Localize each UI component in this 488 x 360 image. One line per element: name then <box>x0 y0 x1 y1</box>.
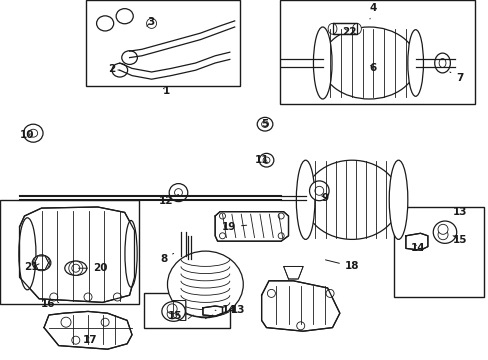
Circle shape <box>219 233 225 239</box>
Ellipse shape <box>314 186 323 195</box>
Text: 17: 17 <box>83 335 98 345</box>
Ellipse shape <box>162 301 185 321</box>
Text: 14: 14 <box>215 305 236 315</box>
Ellipse shape <box>296 160 314 239</box>
Circle shape <box>101 318 109 326</box>
Text: 4: 4 <box>368 3 376 19</box>
Bar <box>393 207 483 297</box>
Polygon shape <box>20 207 134 302</box>
Circle shape <box>69 261 82 275</box>
Text: 1: 1 <box>163 86 169 96</box>
Ellipse shape <box>327 23 336 34</box>
Text: 10: 10 <box>20 130 34 140</box>
Circle shape <box>437 230 447 240</box>
Polygon shape <box>44 311 132 349</box>
Ellipse shape <box>169 184 187 202</box>
Bar <box>85 0 239 86</box>
Ellipse shape <box>313 27 331 99</box>
Ellipse shape <box>407 30 423 96</box>
Ellipse shape <box>122 51 137 64</box>
Ellipse shape <box>432 221 456 243</box>
Circle shape <box>72 336 80 344</box>
Polygon shape <box>35 256 48 270</box>
Text: 19: 19 <box>221 222 246 232</box>
Text: 3: 3 <box>146 17 154 27</box>
Ellipse shape <box>309 181 328 201</box>
Text: 22: 22 <box>341 27 356 37</box>
Text: 21: 21 <box>24 262 39 272</box>
Polygon shape <box>261 281 339 331</box>
Ellipse shape <box>263 157 269 163</box>
Ellipse shape <box>259 153 273 167</box>
Ellipse shape <box>434 53 449 73</box>
Circle shape <box>325 289 333 297</box>
Text: 13: 13 <box>230 305 245 315</box>
Text: 16: 16 <box>41 299 59 309</box>
Bar <box>144 293 229 328</box>
Circle shape <box>146 18 156 28</box>
Text: 8: 8 <box>160 253 173 264</box>
Circle shape <box>267 289 275 297</box>
Ellipse shape <box>257 117 272 131</box>
Circle shape <box>72 264 80 272</box>
Text: 15: 15 <box>167 311 182 321</box>
Ellipse shape <box>65 261 87 275</box>
Ellipse shape <box>97 16 114 31</box>
Text: 2: 2 <box>108 64 120 74</box>
Ellipse shape <box>261 121 268 127</box>
Text: 9: 9 <box>321 193 328 203</box>
Text: 20: 20 <box>79 263 107 273</box>
Polygon shape <box>332 23 356 34</box>
Ellipse shape <box>23 124 43 142</box>
Ellipse shape <box>112 63 127 77</box>
Ellipse shape <box>32 255 51 270</box>
Polygon shape <box>283 266 303 279</box>
Circle shape <box>296 322 304 330</box>
Ellipse shape <box>321 27 416 99</box>
Circle shape <box>84 293 92 301</box>
Ellipse shape <box>304 160 399 239</box>
Circle shape <box>113 293 121 301</box>
Circle shape <box>219 213 225 219</box>
Ellipse shape <box>19 218 36 290</box>
Ellipse shape <box>116 9 133 24</box>
Text: 14: 14 <box>410 243 425 253</box>
Text: 11: 11 <box>254 155 268 165</box>
Polygon shape <box>215 212 288 241</box>
Polygon shape <box>203 306 222 316</box>
Circle shape <box>278 233 284 239</box>
Circle shape <box>50 293 58 301</box>
Circle shape <box>167 309 177 319</box>
Ellipse shape <box>174 189 182 197</box>
Bar <box>0 200 139 304</box>
Text: 7: 7 <box>449 72 463 83</box>
Ellipse shape <box>352 23 361 34</box>
Text: 18: 18 <box>325 260 359 271</box>
Polygon shape <box>405 233 427 250</box>
Text: 12: 12 <box>159 194 178 206</box>
Polygon shape <box>173 301 185 320</box>
Ellipse shape <box>438 58 445 68</box>
Text: 5: 5 <box>261 119 268 129</box>
Ellipse shape <box>125 220 137 287</box>
Circle shape <box>34 255 49 271</box>
Text: 13: 13 <box>451 207 466 217</box>
Bar <box>279 0 474 104</box>
Circle shape <box>61 317 71 327</box>
Text: 6: 6 <box>368 63 375 73</box>
Ellipse shape <box>29 129 38 137</box>
Ellipse shape <box>167 251 243 318</box>
Circle shape <box>167 304 177 314</box>
Ellipse shape <box>388 160 407 239</box>
Circle shape <box>437 224 447 234</box>
Text: 15: 15 <box>451 235 466 246</box>
Circle shape <box>278 213 284 219</box>
